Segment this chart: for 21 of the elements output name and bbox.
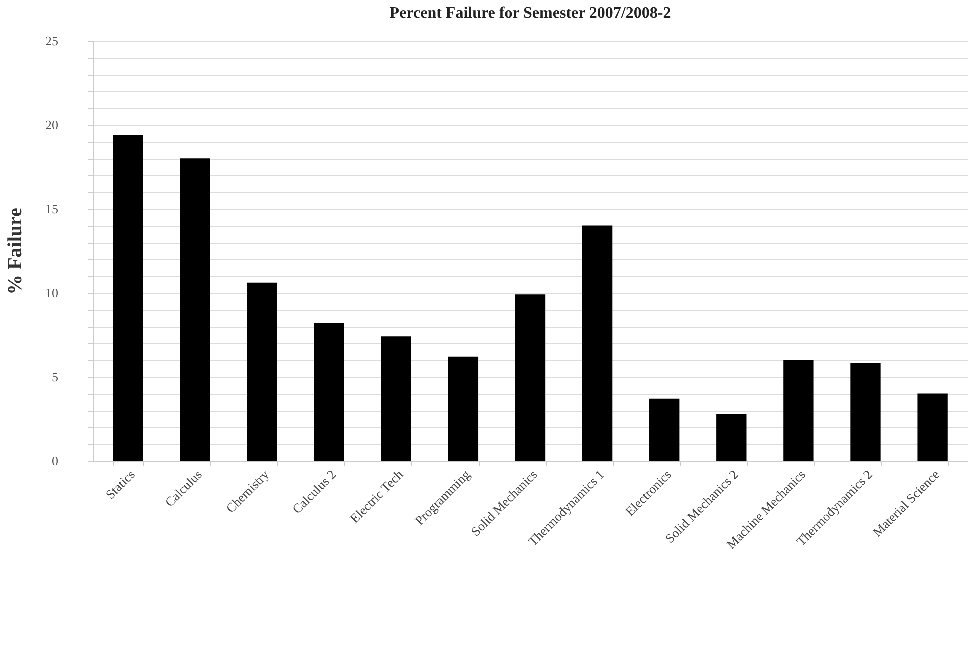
y-tick-label: 25: [46, 34, 58, 48]
bar: [716, 414, 747, 461]
y-tick-label: 15: [46, 202, 58, 216]
y-tick-label: 5: [52, 370, 58, 384]
bar: [918, 394, 948, 461]
bar: [247, 282, 278, 461]
bar: [113, 135, 144, 461]
bar: [381, 336, 412, 461]
bar: [515, 294, 546, 461]
bar: [180, 158, 210, 461]
bar: [650, 398, 680, 461]
y-axis-title: % Failure: [4, 208, 26, 295]
y-tick-label: 0: [52, 454, 58, 468]
y-tick-label: 10: [46, 286, 58, 300]
bar: [850, 364, 881, 461]
bar: [314, 323, 344, 461]
bar: [784, 360, 814, 461]
bar: [582, 226, 613, 461]
chart-title: Percent Failure for Semester 2007/2008-2: [390, 5, 672, 22]
y-tick-label: 20: [46, 118, 58, 132]
bar: [448, 356, 479, 461]
